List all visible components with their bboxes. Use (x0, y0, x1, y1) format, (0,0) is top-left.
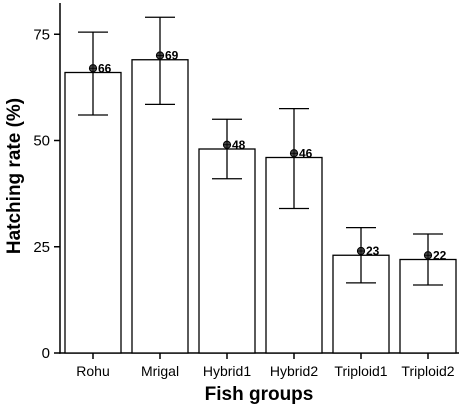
x-tick-label: Triploid1 (334, 363, 387, 379)
data-label: 69 (165, 49, 179, 63)
y-tick-label: 50 (33, 133, 50, 150)
data-label: 66 (98, 61, 112, 75)
data-label: 48 (232, 138, 246, 152)
x-axis-title: Fish groups (205, 384, 314, 405)
y-tick-label: 25 (33, 239, 50, 256)
y-tick-label: 0 (42, 345, 50, 362)
data-label: 46 (299, 146, 313, 160)
bar-hybrid1 (198, 148, 256, 354)
y-tick-label: 75 (33, 26, 50, 43)
data-label: 23 (366, 244, 380, 258)
plot-area: 0 25 50 75 66 Rohu 69 Mrigal 48 Hybrid1 46 Hybrid2 2… (33, 3, 459, 379)
y-axis-title: Hatching rate (%) (4, 98, 25, 254)
bar-mrigal (131, 59, 189, 354)
x-tick-label: Triploid2 (401, 363, 454, 379)
x-tick-label: Hybrid2 (270, 363, 318, 379)
x-tick-label: Mrigal (141, 363, 179, 379)
x-tick-label: Hybrid1 (203, 363, 251, 379)
data-label: 22 (433, 248, 447, 262)
x-tick-label: Rohu (76, 363, 109, 379)
